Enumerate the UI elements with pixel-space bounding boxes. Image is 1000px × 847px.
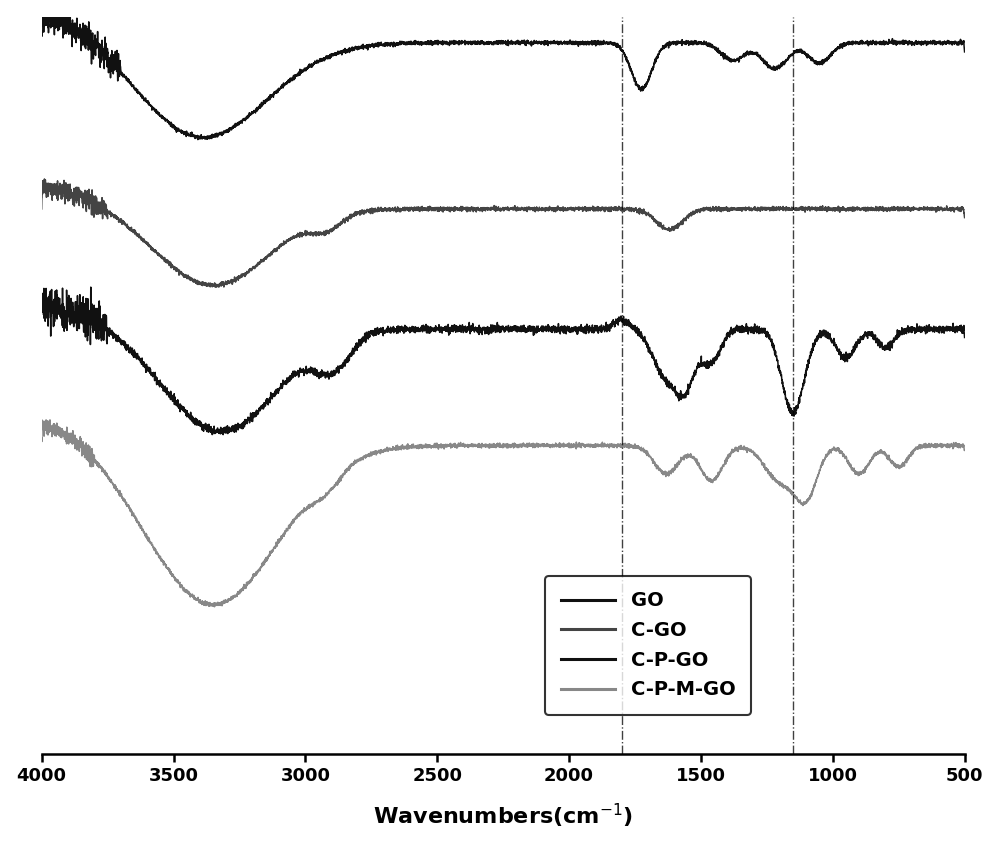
X-axis label: Wavenumbers(cm$^{-1}$): Wavenumbers(cm$^{-1}$) bbox=[373, 802, 633, 830]
Legend: GO, C-GO, C-P-GO, C-P-M-GO: GO, C-GO, C-P-GO, C-P-M-GO bbox=[545, 576, 751, 715]
